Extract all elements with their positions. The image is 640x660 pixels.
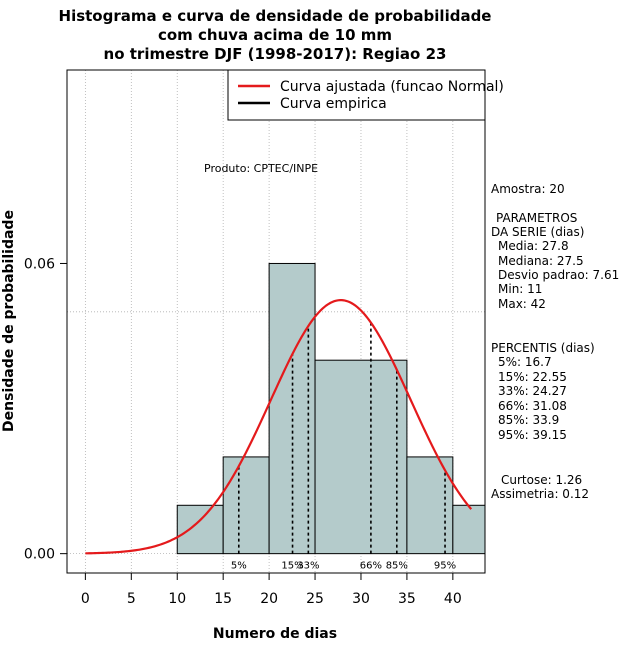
y-tick-label: 0.06 (24, 256, 55, 272)
percentile-label: 5% (231, 561, 247, 572)
chart-title-line-3: no trimestre DJF (1998-2017): Regiao 23 (104, 45, 447, 63)
x-axis: 0 5 10 15 20 25 30 35 40 (81, 572, 462, 607)
x-tick-label: 25 (306, 591, 324, 607)
legend: Curva ajustada (funcao Normal) Curva emp… (227, 69, 504, 121)
param-min: Min: 11 (498, 282, 542, 296)
x-tick-label: 5 (127, 591, 136, 607)
percentil-33: 33%: 24.27 (498, 384, 567, 398)
x-tick-label: 20 (260, 591, 278, 607)
chart-title-line-1: Histograma e curva de densidade de proba… (59, 7, 492, 25)
stats-panel: Amostra: 20 PARAMETROS DA SERIE (dias) M… (491, 182, 619, 501)
x-tick-label: 15 (214, 591, 232, 607)
histogram-bar (176, 504, 224, 555)
sample-size: Amostra: 20 (491, 182, 565, 196)
x-axis-label: Numero de dias (213, 626, 337, 642)
param-desvio: Desvio padrao: 7.61 (498, 268, 619, 282)
percentile-label: 33% (297, 561, 319, 572)
y-axis: 0.00 0.06 (24, 256, 68, 563)
y-axis-label: Densidade de probabilidade (1, 210, 17, 432)
x-tick-label: 10 (168, 591, 186, 607)
params-subheader: DA SERIE (dias) (491, 225, 584, 239)
percentil-5: 5%: 16.7 (498, 355, 552, 369)
percentile-label: 66% (360, 561, 382, 572)
normal-fit-curve (85, 299, 473, 555)
param-media: Media: 27.8 (498, 239, 569, 253)
param-max: Max: 42 (498, 297, 546, 311)
percentil-66: 66%: 31.08 (498, 399, 567, 413)
legend-fit-label: Curva ajustada (funcao Normal) (280, 79, 504, 95)
x-tick-label: 0 (81, 591, 90, 607)
x-tick-label: 35 (398, 591, 416, 607)
x-tick-label: 40 (444, 591, 462, 607)
chart-title-line-2: com chuva acima de 10 mm (158, 26, 392, 44)
legend-box (227, 69, 486, 121)
percentil-95: 95%: 39.15 (498, 428, 567, 442)
params-header: PARAMETROS (496, 211, 577, 225)
histogram-bars (176, 262, 486, 555)
y-tick-label: 0.00 (24, 547, 55, 563)
percentis-header: PERCENTIS (dias) (491, 341, 595, 355)
histogram-bar (314, 359, 408, 555)
histogram-bar (222, 456, 270, 555)
product-annotation: Produto: CPTEC/INPE (204, 162, 318, 175)
percentile-lines: 5% 15%33% 66% 85% 95% (231, 322, 456, 572)
percentil-85: 85%: 33.9 (498, 413, 559, 427)
histogram-bar (452, 504, 486, 555)
assimetria: Assimetria: 0.12 (491, 487, 589, 501)
fit-curve-layer (85, 299, 473, 555)
percentile-label: 85% (386, 561, 408, 572)
param-mediana: Mediana: 27.5 (498, 254, 584, 268)
legend-empirical-label: Curva empirica (280, 96, 387, 112)
x-tick-label: 30 (352, 591, 370, 607)
percentile-label: 15% (281, 561, 303, 572)
curtose: Curtose: 1.26 (501, 473, 582, 487)
percentile-label: 95% (434, 561, 456, 572)
percentil-15: 15%: 22.55 (498, 370, 567, 384)
